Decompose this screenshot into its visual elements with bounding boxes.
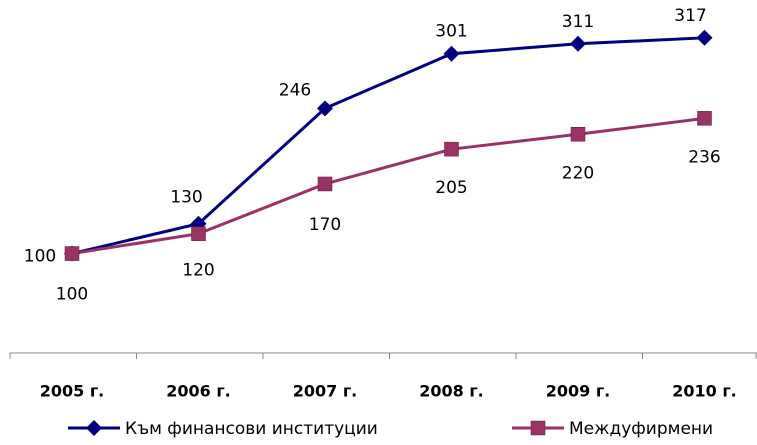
data-label: 317 — [674, 6, 706, 26]
x-tick-label: 2006 г. — [166, 382, 231, 401]
point — [697, 111, 712, 126]
data-label: 301 — [435, 22, 467, 42]
data-label: 100 — [56, 285, 88, 305]
x-tick-label: 2005 г. — [40, 382, 105, 401]
x-tick-label: 2009 г. — [546, 382, 611, 401]
point — [317, 176, 333, 192]
x-tick-label: 2007 г. — [293, 382, 358, 401]
data-label: 246 — [279, 80, 311, 100]
data-label: 311 — [562, 12, 594, 32]
point — [317, 100, 333, 117]
x-tick-label: 2010 г. — [672, 382, 737, 401]
x-tick-label: 2008 г. — [419, 382, 484, 401]
legend-marker — [86, 420, 102, 436]
data-label: 130 — [170, 188, 202, 208]
point — [191, 226, 206, 241]
series-line — [71, 116, 705, 256]
data-label: 220 — [562, 163, 594, 183]
point — [570, 35, 586, 52]
data-label: 170 — [309, 215, 341, 235]
data-label: 120 — [182, 261, 214, 281]
data-label: 100 — [24, 247, 56, 267]
data-label: 236 — [688, 147, 720, 167]
point — [444, 141, 459, 157]
point — [570, 127, 586, 142]
legend-marker — [530, 420, 546, 436]
point — [443, 45, 460, 62]
legend-label: Междуфирмени — [569, 419, 713, 439]
series-line — [71, 36, 705, 256]
point — [696, 29, 713, 46]
point — [64, 246, 80, 261]
data-label: 205 — [435, 178, 467, 198]
legend-label: Към финансови институции — [125, 419, 378, 439]
